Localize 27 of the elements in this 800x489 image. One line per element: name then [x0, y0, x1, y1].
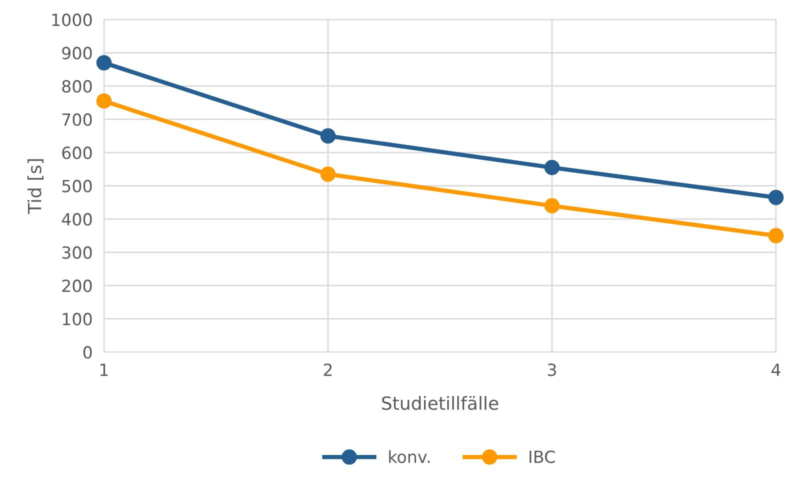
point [544, 160, 560, 176]
legend-label: konv. [389, 450, 430, 464]
x-tick-label: 3 [548, 363, 556, 376]
x-tick-label: 4 [772, 364, 780, 376]
legend-label: IBC [530, 450, 555, 464]
y-tick-label: 200 [62, 280, 92, 292]
y-tick-label: 800 [62, 80, 92, 93]
y-tick-label: 700 [62, 113, 92, 126]
y-tick-label: 300 [62, 246, 92, 259]
x-axis-title: Studietillfälle [382, 396, 498, 410]
x-tick-label: 1 [100, 364, 108, 376]
y-tick-label: 500 [62, 180, 92, 192]
y-tick-label: 1000 [52, 14, 92, 26]
point [320, 128, 336, 144]
point [96, 55, 112, 70]
y-tick-label: 400 [62, 213, 92, 226]
point [544, 198, 560, 214]
y-tick-label: 600 [62, 146, 92, 160]
point [768, 190, 784, 206]
y-axis-title: Tid [s] [27, 159, 44, 214]
point [320, 166, 336, 182]
y-tick-label: 100 [62, 312, 92, 326]
point [96, 93, 112, 109]
point [768, 228, 784, 244]
x-tick-label: 2 [324, 363, 332, 376]
y-tick-label: 0 [83, 346, 92, 359]
y-tick-label: 900 [62, 46, 92, 60]
